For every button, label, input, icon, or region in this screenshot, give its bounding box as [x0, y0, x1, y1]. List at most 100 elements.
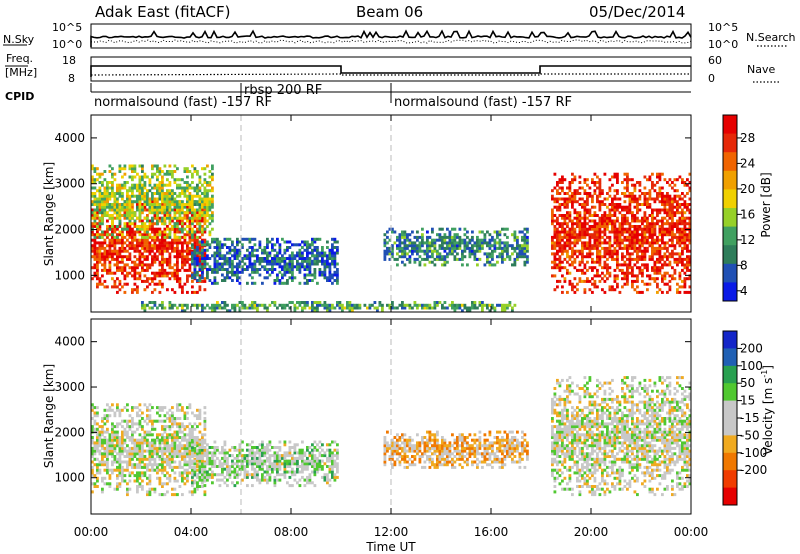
echo-cell [176, 438, 179, 442]
echo-cell [133, 479, 137, 483]
echo-cell [611, 208, 614, 212]
echo-cell [351, 303, 354, 307]
echo-cell [611, 205, 614, 209]
echo-cell [636, 285, 639, 289]
echo-cell [226, 262, 229, 266]
echo-cell [628, 200, 632, 204]
echo-cell [178, 255, 182, 259]
echo-cell [213, 240, 217, 244]
echo-cell [643, 241, 647, 245]
echo-cell [288, 265, 292, 269]
echo-cell [91, 164, 94, 168]
echo-cell [171, 411, 174, 415]
echo-cell [191, 251, 194, 255]
echo-cell [123, 183, 127, 187]
echo-cell [473, 306, 477, 310]
echo-cell [648, 197, 652, 201]
echo-cell [163, 222, 167, 226]
echo-cell [128, 427, 132, 431]
echo-cell [568, 238, 572, 242]
echo-cell [623, 277, 627, 281]
echo-cell [211, 200, 214, 204]
echo-cell [198, 265, 202, 269]
echo-cell [626, 274, 629, 278]
echo-cell [666, 222, 669, 226]
beam-title: Beam 06 [356, 3, 423, 21]
echo-cell [483, 235, 487, 239]
echo-cell [118, 279, 122, 283]
echo-cell [608, 235, 612, 239]
echo-cell [138, 419, 142, 423]
echo-cell [161, 425, 164, 429]
echo-cell [668, 260, 672, 264]
echo-cell [266, 306, 269, 310]
echo-cell [686, 246, 689, 250]
echo-cell [476, 244, 479, 248]
echo-cell [116, 406, 119, 410]
echo-cell [651, 252, 654, 256]
echo-cell [138, 211, 142, 215]
echo-cell [551, 235, 554, 239]
echo-cell [156, 170, 159, 173]
echo-cell [676, 288, 679, 292]
echo-cell [178, 417, 182, 420]
echo-cell [133, 463, 137, 467]
echo-cell [581, 257, 584, 261]
echo-cell [671, 266, 674, 270]
echo-cell [166, 457, 169, 461]
echo-cell [281, 259, 284, 263]
echo-cell [658, 225, 662, 228]
echo-cell [551, 222, 554, 226]
echo-cell [388, 227, 392, 231]
echo-cell [151, 225, 154, 228]
echo-cell [178, 216, 182, 220]
echo-cell [181, 244, 184, 248]
echo-cell [131, 463, 134, 467]
echo-cell [641, 274, 644, 278]
echo-cell [128, 167, 132, 171]
echo-cell [138, 274, 142, 278]
echo-cell [231, 303, 234, 307]
echo-cell [186, 290, 189, 294]
echo-cell [456, 246, 459, 250]
echo-cell [98, 219, 102, 223]
echo-cell [653, 268, 657, 272]
echo-cell [93, 186, 97, 190]
echo-cell [641, 279, 644, 283]
echo-cell [573, 233, 577, 237]
echo-cell [636, 211, 639, 215]
echo-cell [216, 246, 219, 249]
echo-cell [176, 268, 179, 272]
echo-cell [138, 216, 142, 220]
echo-cell [231, 306, 234, 310]
echo-cell [601, 216, 604, 220]
echo-cell [473, 241, 477, 245]
echo-cell [391, 249, 394, 253]
echo-cell [128, 194, 132, 198]
echo-cell [163, 238, 167, 242]
echo-cell [161, 438, 164, 442]
echo-cell [553, 219, 557, 223]
echo-cell [111, 271, 114, 275]
echo-cell [141, 183, 144, 187]
echo-cell [503, 309, 507, 313]
echo-cell [128, 460, 132, 464]
echo-cell [196, 219, 199, 223]
echo-cell [151, 301, 154, 304]
echo-cell [453, 309, 457, 313]
echo-cell [276, 254, 279, 258]
echo-cell [288, 257, 292, 260]
echo-cell [141, 164, 144, 168]
echo-cell [258, 243, 262, 247]
echo-cell [141, 452, 144, 456]
echo-cell [101, 216, 104, 220]
echo-cell [178, 485, 182, 488]
echo-cell [673, 189, 677, 193]
echo-cell [648, 189, 652, 193]
echo-cell [96, 214, 99, 217]
echo-cell [653, 216, 657, 220]
echo-cell [416, 257, 419, 261]
echo-cell [133, 282, 137, 286]
echo-cell [136, 246, 139, 250]
